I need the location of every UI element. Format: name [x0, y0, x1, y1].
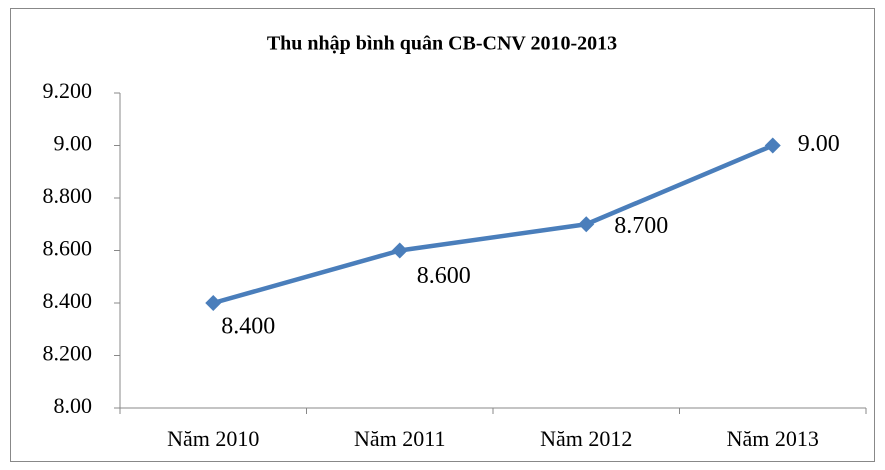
x-tick-label: Năm 2012 [540, 426, 632, 451]
data-label: 8.700 [614, 213, 668, 239]
x-tick-label: Năm 2011 [354, 426, 445, 451]
y-tick-label: 8.200 [43, 341, 93, 366]
y-tick-label: 9.00 [54, 131, 93, 156]
x-tick-label: Năm 2010 [167, 426, 259, 451]
y-tick-label: 8.00 [54, 393, 93, 418]
chart-border [10, 8, 875, 462]
data-label: 8.600 [417, 263, 471, 289]
x-tick-label: Năm 2013 [727, 426, 819, 451]
chart-title: Thu nhập bình quân CB-CNV 2010-2013 [267, 33, 617, 55]
y-tick-label: 9.200 [43, 78, 93, 103]
marker [764, 137, 781, 154]
y-tick-label: 8.600 [43, 236, 93, 261]
data-label: 8.400 [221, 314, 275, 340]
data-label: 9.00 [798, 131, 840, 157]
marker [205, 295, 222, 311]
marker [578, 216, 595, 233]
line [212, 143, 774, 306]
y-tick-label: 8.400 [43, 288, 93, 313]
marker [391, 242, 408, 259]
y-tick-label: 8.800 [43, 183, 93, 208]
